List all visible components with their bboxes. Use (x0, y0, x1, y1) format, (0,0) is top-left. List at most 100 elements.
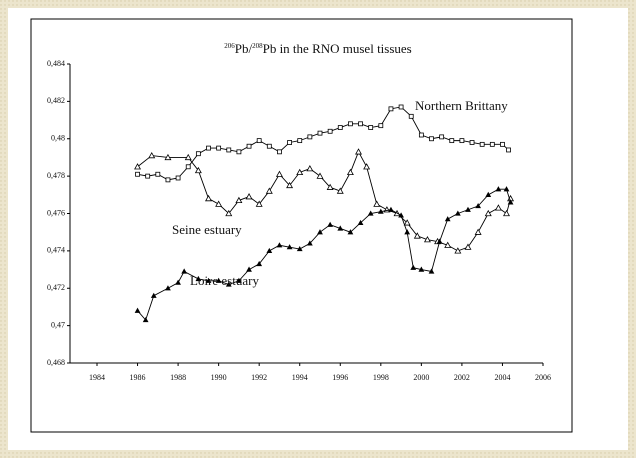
marker (195, 275, 202, 282)
series-label: Northern Brittany (415, 98, 508, 113)
marker (216, 145, 222, 151)
marker (346, 168, 354, 176)
marker (485, 191, 492, 197)
marker (181, 268, 188, 274)
marker (378, 123, 384, 129)
marker (184, 153, 192, 161)
marker (500, 141, 505, 147)
marker (205, 194, 212, 202)
marker (134, 163, 142, 170)
marker (336, 187, 344, 194)
y-tick-label: 0,48 (51, 134, 65, 143)
marker (327, 221, 334, 227)
marker (306, 165, 314, 172)
marker (150, 292, 157, 298)
marker (368, 125, 374, 130)
marker (165, 285, 171, 291)
marker (236, 149, 242, 155)
marker (495, 186, 502, 192)
marker (266, 143, 272, 149)
y-tick-label: 0,482 (47, 96, 65, 105)
marker (165, 177, 171, 183)
panel (8, 8, 628, 450)
marker (418, 266, 425, 272)
marker (388, 106, 394, 112)
marker (205, 277, 212, 283)
marker (358, 121, 363, 127)
marker (418, 132, 424, 138)
marker (215, 200, 223, 207)
marker (316, 172, 324, 179)
marker (429, 136, 434, 142)
marker (475, 203, 482, 209)
marker (367, 210, 374, 216)
x-tick-label: 2002 (454, 373, 470, 382)
x-tick-label: 2006 (535, 373, 551, 382)
marker (256, 138, 262, 144)
marker (465, 206, 471, 212)
marker (307, 134, 313, 140)
marker (148, 151, 156, 159)
marker (276, 242, 283, 248)
x-tick-label: 1988 (170, 373, 186, 382)
marker (142, 316, 149, 323)
marker (226, 147, 232, 153)
marker (236, 277, 242, 283)
marker (503, 186, 510, 192)
marker (444, 216, 451, 222)
marker (454, 247, 462, 254)
marker (337, 125, 343, 130)
marker (484, 209, 492, 217)
marker (454, 210, 461, 216)
marker (225, 209, 233, 217)
x-tick-label: 1986 (130, 373, 146, 382)
marker (317, 130, 323, 136)
marker (246, 266, 252, 272)
marker (255, 200, 263, 207)
marker (145, 173, 151, 179)
x-tick-label: 1984 (89, 373, 105, 382)
y-tick-label: 0,484 (47, 59, 65, 68)
marker (377, 208, 384, 214)
x-tick-label: 2000 (413, 373, 429, 382)
marker (439, 134, 445, 140)
marker (474, 228, 482, 235)
marker (428, 268, 435, 274)
marker (436, 238, 443, 244)
marker (256, 260, 263, 267)
x-tick-label: 1998 (373, 373, 389, 382)
marker (413, 232, 421, 239)
marker (408, 113, 414, 119)
marker (245, 193, 253, 200)
series-label: Seine estuary (172, 222, 242, 237)
marker (215, 277, 222, 283)
y-tick-label: 0,474 (47, 246, 65, 255)
marker (296, 245, 303, 252)
marker (175, 175, 181, 181)
marker (275, 170, 283, 177)
marker (327, 128, 333, 134)
marker (503, 209, 510, 217)
marker (404, 229, 411, 235)
marker (357, 219, 364, 226)
marker (423, 236, 431, 243)
marker (444, 241, 452, 248)
x-tick-label: 1996 (332, 373, 348, 382)
y-tick-label: 0,478 (47, 171, 65, 180)
marker (306, 240, 313, 246)
marker (449, 138, 455, 144)
marker (464, 243, 472, 250)
marker (164, 153, 172, 161)
series-line (137, 188, 511, 321)
marker (355, 148, 362, 155)
marker (373, 200, 381, 207)
marker (225, 281, 232, 287)
marker (135, 171, 140, 177)
marker (134, 307, 141, 313)
marker (479, 141, 485, 147)
marker (286, 181, 294, 189)
marker (246, 143, 252, 149)
x-tick-label: 1992 (251, 373, 267, 382)
marker (506, 147, 511, 153)
marker (363, 163, 371, 170)
